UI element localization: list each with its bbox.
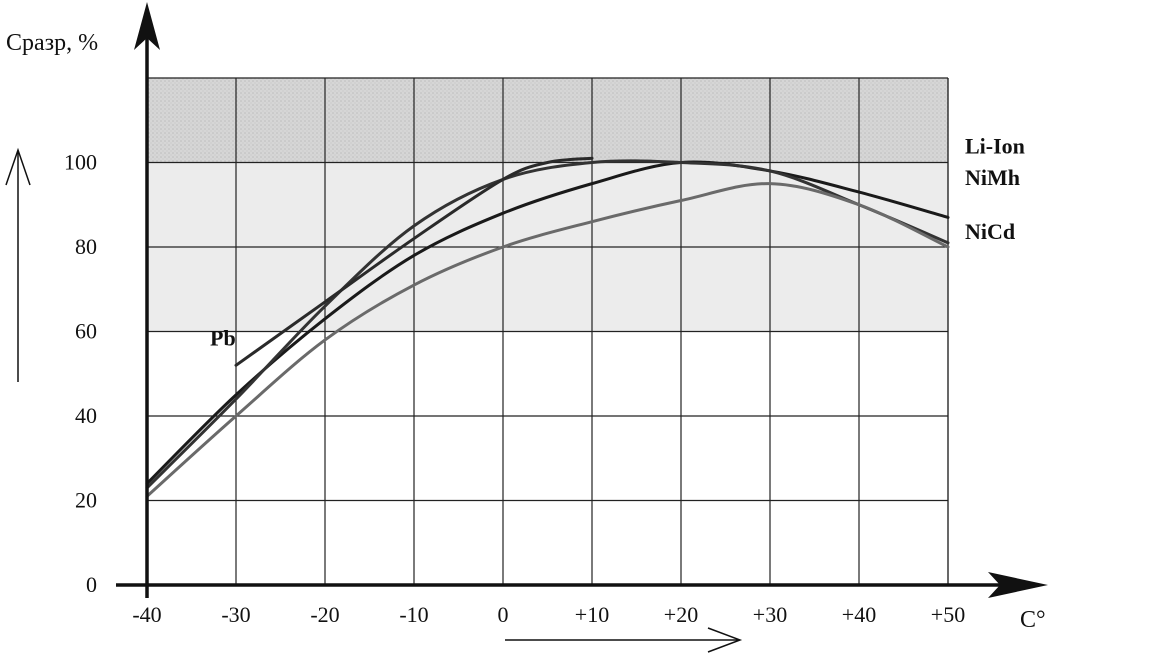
x-tick-label: 0	[498, 602, 509, 627]
x-tick-label: +10	[575, 602, 609, 627]
axes	[116, 2, 1048, 598]
y-tick-label: 80	[75, 234, 97, 259]
x-tick-label: +50	[931, 602, 965, 627]
series-lines	[145, 156, 950, 498]
x-tick-label: +20	[664, 602, 698, 627]
series-label-nicd: NiCd	[965, 219, 1015, 244]
series-line-nicd	[145, 182, 950, 498]
x-direction-arrow-icon	[505, 627, 743, 653]
plot-background	[147, 78, 948, 332]
y-tick-label: 40	[75, 403, 97, 428]
series-label-nimh: NiMh	[965, 165, 1020, 190]
x-tick-label: -40	[132, 602, 161, 627]
x-tick-label: +40	[842, 602, 876, 627]
x-tick-label: -10	[399, 602, 428, 627]
x-tick-label: -30	[221, 602, 250, 627]
series-labels: Li-Ion NiMh NiCd Pb	[210, 133, 1025, 350]
x-tick-label: -20	[310, 602, 339, 627]
y-tick-label: 60	[75, 319, 97, 344]
series-line-nimh	[145, 159, 950, 490]
y-direction-arrow-icon	[5, 147, 31, 382]
tick-labels: -40 -30 -20 -10 0 +10 +20 +30 +40 +50 0 20 40 60 80 100	[64, 150, 965, 628]
y-tick-label: 20	[75, 488, 97, 513]
series-label-pb: Pb	[210, 325, 236, 350]
y-axis-label: Cразр, %	[6, 30, 98, 56]
x-axis-arrow-icon	[988, 572, 1048, 598]
x-tick-label: +30	[753, 602, 787, 627]
y-axis-arrow-icon	[134, 2, 160, 50]
series-line-pb	[234, 156, 594, 367]
y-tick-label: 100	[64, 150, 97, 175]
y-tick-label: 0	[86, 572, 97, 597]
upper-shaded-band	[147, 78, 948, 163]
x-axis-label: C°	[1020, 607, 1046, 633]
series-label-li-ion: Li-Ion	[965, 133, 1025, 158]
